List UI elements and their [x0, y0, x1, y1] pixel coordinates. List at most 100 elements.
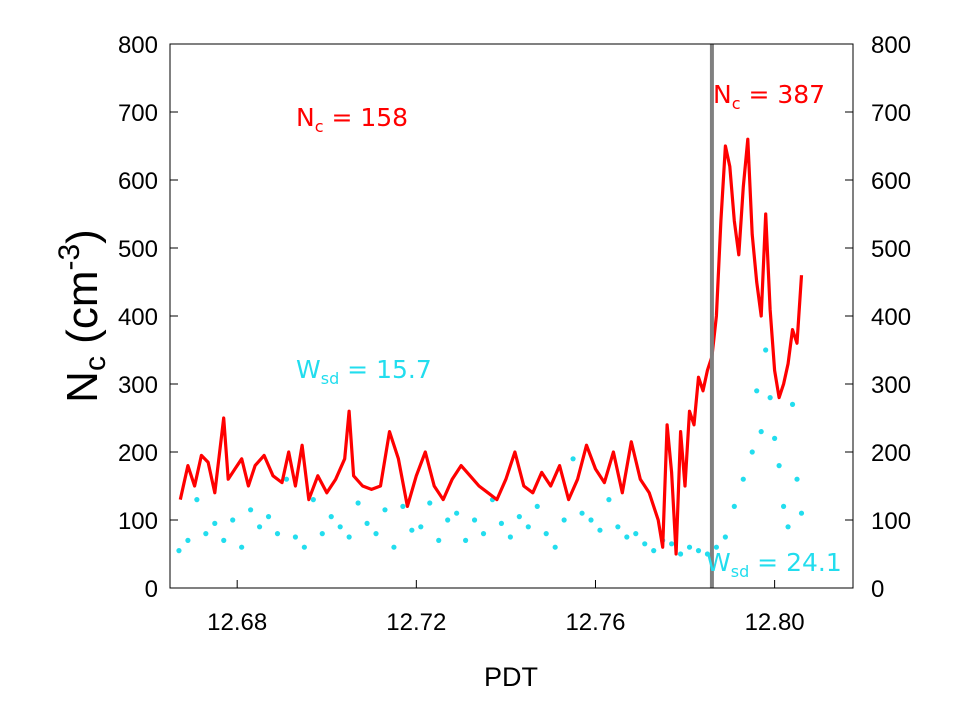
- wsd-point: [239, 544, 245, 550]
- y-tick-label-right: 700: [871, 100, 911, 127]
- wsd-point: [283, 476, 290, 482]
- wsd-point: [301, 544, 307, 550]
- wsd-point: [409, 527, 415, 533]
- x-tick-label: 12.80: [745, 609, 805, 636]
- wsd-point: [230, 517, 236, 523]
- wsd-point: [758, 429, 764, 435]
- wsd-point: [212, 520, 218, 527]
- wsd-point: [731, 503, 737, 509]
- wsd-point: [480, 531, 487, 537]
- wsd-point: [203, 531, 209, 537]
- y-tick-label-left: 0: [145, 576, 158, 603]
- wsd-point: [221, 537, 227, 544]
- wsd-point: [579, 510, 585, 516]
- wsd-point: [265, 514, 272, 520]
- wsd-point: [427, 500, 433, 506]
- y-tick-label-left: 600: [118, 168, 158, 195]
- x-tick-label: 12.76: [565, 609, 625, 636]
- y-tick-label-right: 800: [871, 32, 911, 59]
- wsd-point: [561, 517, 567, 523]
- series-layer: [176, 44, 805, 588]
- wsd-point: [722, 534, 728, 540]
- wsd-point: [552, 544, 558, 550]
- wsd-point: [185, 537, 191, 544]
- x-tick-label: 12.72: [386, 609, 446, 636]
- wsd-point: [373, 531, 379, 537]
- y-tick-label-left: 800: [118, 32, 158, 59]
- y-axis-label-main: N: [58, 371, 107, 403]
- wsd-point: [516, 514, 522, 520]
- x-tick-label: 12.68: [207, 609, 267, 636]
- wsd-point: [248, 507, 254, 513]
- wsd-point: [337, 524, 343, 530]
- wsd-point: [292, 534, 299, 540]
- y-axis-label-unit: (cm: [58, 271, 107, 357]
- wsd-point: [642, 541, 648, 547]
- y-tick-label-right: 500: [871, 236, 911, 263]
- wsd-point: [194, 497, 200, 503]
- wsd-point: [767, 395, 773, 401]
- wsd-point: [624, 534, 630, 540]
- y-tick-label-left: 100: [118, 508, 158, 535]
- wsd-point: [498, 520, 505, 527]
- wsd-point: [776, 463, 782, 469]
- y-tick-label-right: 400: [871, 304, 911, 331]
- wsd-point: [749, 449, 755, 455]
- ticks-layer: 0 0 100 100 200 200 300 300 400 400 500 500 600 600 70…: [118, 32, 911, 636]
- y-tick-label-right: 600: [871, 168, 911, 195]
- wsd-point: [525, 524, 531, 530]
- wsd-point: [669, 541, 675, 547]
- wsd-point: [355, 500, 361, 506]
- y-axis-label-close: ): [58, 229, 107, 244]
- wsd-point: [754, 388, 760, 394]
- wsd-point: [507, 534, 513, 540]
- nc-series-line: [178, 137, 804, 556]
- y-axis-label-exp: -3: [53, 244, 86, 271]
- y-tick-label-right: 100: [871, 508, 911, 535]
- wsd-point: [543, 531, 549, 537]
- wsd-point: [346, 534, 352, 540]
- wsd-point: [382, 507, 388, 513]
- annotations-layer: Nc = 158 Nc = 387 Wsd = 15.7 Wsd = 24.1: [296, 80, 842, 581]
- wsd-point: [763, 347, 769, 353]
- annotation-wsd-left: Wsd = 15.7: [296, 355, 432, 388]
- y-tick-label-right: 0: [871, 576, 884, 603]
- y-tick-label-left: 500: [118, 236, 158, 263]
- y-tick-label-right: 200: [871, 440, 911, 467]
- wsd-point: [274, 531, 281, 537]
- wsd-point: [651, 548, 657, 554]
- plot-frame: [169, 43, 854, 589]
- wsd-point: [445, 517, 451, 523]
- wsd-point: [436, 537, 442, 544]
- x-axis-label: PDT: [484, 662, 538, 692]
- wsd-point: [677, 551, 684, 557]
- annotation-nc-left: Nc = 158: [296, 103, 408, 136]
- wsd-point: [713, 544, 720, 550]
- wsd-point: [704, 551, 711, 557]
- y-axis-label-sub: c: [79, 356, 112, 371]
- y-tick-label-right: 300: [871, 372, 911, 399]
- wsd-point: [310, 497, 316, 503]
- wsd-point: [364, 520, 370, 527]
- wsd-point: [785, 524, 791, 530]
- wsd-point: [740, 476, 746, 482]
- wsd-point: [570, 456, 576, 462]
- wsd-point: [780, 503, 787, 509]
- annotation-wsd-right: Wsd = 24.1: [706, 548, 842, 581]
- wsd-point: [319, 531, 325, 537]
- wsd-point: [471, 517, 478, 523]
- wsd-point: [400, 503, 406, 509]
- wsd-point: [256, 524, 263, 530]
- wsd-point: [606, 497, 612, 503]
- wsd-point: [686, 544, 693, 550]
- wsd-point: [454, 510, 460, 516]
- wsd-point: [633, 531, 639, 537]
- wsd-point: [772, 435, 778, 441]
- wsd-point: [176, 548, 182, 554]
- wsd-point: [588, 517, 594, 523]
- y-axis-label: Nc (cm-3): [53, 229, 112, 403]
- wsd-point: [418, 524, 424, 530]
- wsd-point: [695, 548, 702, 554]
- wsd-point: [794, 476, 800, 482]
